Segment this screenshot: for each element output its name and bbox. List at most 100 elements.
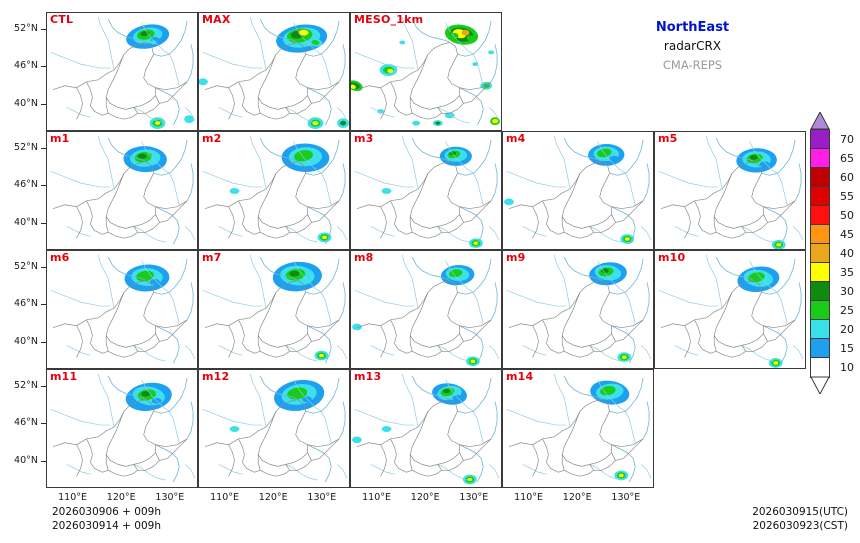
colorbar-band (811, 301, 829, 320)
panel-label: m9 (506, 251, 526, 264)
map-panel-m13[interactable]: m13 (350, 369, 502, 488)
map-panel-m2[interactable]: m2 (198, 131, 350, 250)
x-tick-label: 130°E (611, 492, 641, 503)
colorbar-label: 40 (840, 246, 854, 260)
map-canvas (199, 13, 349, 130)
map-panel-m3[interactable]: m3 (350, 131, 502, 250)
y-tick-mark (41, 66, 46, 68)
map-canvas (47, 370, 197, 487)
x-tick-label: 110°E (210, 492, 240, 503)
map-panel-m11[interactable]: m11 (46, 369, 198, 488)
map-panel-m12[interactable]: m12 (198, 369, 350, 488)
map-panel-m1[interactable]: m1 (46, 131, 198, 250)
map-canvas (199, 132, 349, 249)
y-tick-label: 46°N (14, 60, 38, 72)
panel-label: m12 (202, 370, 230, 383)
map-panel-m10[interactable]: m10 (654, 250, 806, 369)
panel-label: m6 (50, 251, 70, 264)
map-canvas (351, 370, 501, 487)
map-panel-m4[interactable]: m4 (502, 131, 654, 250)
footer-valid-cst: 2026030923(CST) (752, 519, 848, 532)
map-panel-m14[interactable]: m14 (502, 369, 654, 488)
colorbar-band (811, 206, 829, 225)
map-canvas (503, 370, 653, 487)
y-tick-label: 46°N (14, 417, 38, 429)
x-tick-label: 110°E (362, 492, 392, 503)
map-canvas (655, 132, 805, 249)
y-tick-label: 52°N (14, 380, 38, 392)
map-panel-ctl[interactable]: CTL (46, 12, 198, 131)
colorbar-label: 25 (840, 303, 854, 317)
y-tick-mark (41, 148, 46, 150)
y-tick-mark (41, 104, 46, 106)
colorbar-label: 15 (840, 341, 854, 355)
map-panel-m9[interactable]: m9 (502, 250, 654, 369)
map-canvas (503, 132, 653, 249)
model-title: CMA-REPS (662, 58, 723, 72)
y-tick-label: 52°N (14, 261, 38, 273)
panel-label: m11 (50, 370, 78, 383)
colorbar-band (811, 130, 829, 149)
map-canvas (47, 13, 197, 130)
x-tick-label: 130°E (307, 492, 337, 503)
colorbar-label: 60 (840, 170, 854, 184)
footer-init-line1: 2026030906 + 009h (52, 506, 161, 518)
x-tick-label: 110°E (514, 492, 544, 503)
footer-init-line2: 2026030914 + 009h (52, 519, 161, 532)
colorbar-label: 50 (840, 208, 854, 222)
map-canvas (655, 251, 805, 368)
colorbar-band (811, 244, 829, 263)
y-tick-mark (41, 386, 46, 388)
map-panel-max[interactable]: MAX (198, 12, 350, 131)
x-tick-label: 120°E (562, 492, 592, 503)
y-tick-label: 46°N (14, 179, 38, 191)
colorbar-label: 55 (840, 189, 854, 203)
colorbar-band (811, 339, 829, 358)
y-tick-label: 52°N (14, 142, 38, 154)
x-tick-label: 120°E (410, 492, 440, 503)
map-canvas (503, 251, 653, 368)
panel-label: m13 (354, 370, 382, 383)
colorbar-band (811, 263, 829, 282)
map-panel-m5[interactable]: m5 (654, 131, 806, 250)
colorbar-band (811, 282, 829, 301)
y-tick-label: 40°N (14, 217, 38, 229)
panel-label: m7 (202, 251, 222, 264)
x-tick-label: 130°E (155, 492, 185, 503)
colorbar-bands (810, 129, 830, 378)
footer-init-times: 2026030906 + 009h 2026030914 + 009h (52, 506, 161, 533)
panel-label: m14 (506, 370, 534, 383)
map-canvas (351, 132, 501, 249)
y-tick-label: 52°N (14, 23, 38, 35)
panel-label: m10 (658, 251, 686, 264)
y-tick-mark (41, 223, 46, 225)
colorbar-band (811, 187, 829, 206)
y-tick-label: 46°N (14, 298, 38, 310)
y-tick-mark (41, 461, 46, 463)
map-canvas (47, 251, 197, 368)
y-tick-mark (41, 29, 46, 31)
map-panel-meso_1km[interactable]: MESO_1km (350, 12, 502, 131)
panel-label: CTL (50, 13, 74, 26)
colorbar-label: 20 (840, 322, 854, 336)
panel-label: MAX (202, 13, 231, 26)
variable-title: radarCRX (663, 39, 722, 53)
y-tick-mark (41, 342, 46, 344)
y-tick-label: 40°N (14, 455, 38, 467)
colorbar-band (811, 168, 829, 187)
panel-label: m8 (354, 251, 374, 264)
x-tick-label: 120°E (258, 492, 288, 503)
x-tick-label: 120°E (106, 492, 136, 503)
colorbar-band (811, 358, 829, 377)
y-tick-label: 40°N (14, 98, 38, 110)
map-panel-m6[interactable]: m6 (46, 250, 198, 369)
colorbar-label: 35 (840, 265, 854, 279)
colorbar-band (811, 225, 829, 244)
colorbar-band (811, 149, 829, 168)
map-panel-m8[interactable]: m8 (350, 250, 502, 369)
footer-valid-utc: 2026030915(UTC) (752, 506, 848, 518)
map-panel-m7[interactable]: m7 (198, 250, 350, 369)
panel-label: m3 (354, 132, 374, 145)
map-canvas (47, 132, 197, 249)
colorbar-label: 70 (840, 132, 854, 146)
